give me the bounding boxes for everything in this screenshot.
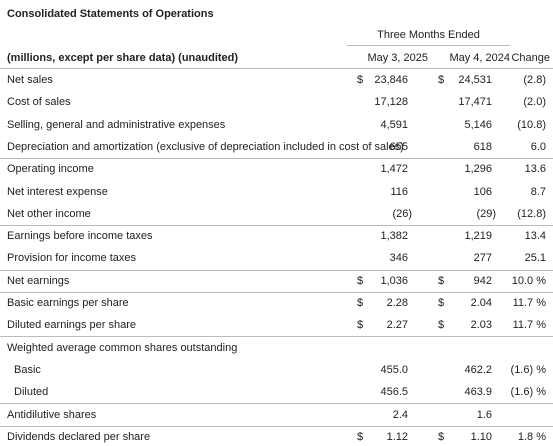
rule <box>0 270 553 271</box>
cell: 2.28 <box>386 297 408 309</box>
row-label: Cost of sales <box>7 96 71 109</box>
currency: $ <box>438 319 445 332</box>
cell: 2.03 <box>470 319 492 332</box>
cell: 4,591 <box>380 118 408 131</box>
cell: 1,219 <box>464 230 492 243</box>
cell: 655 <box>389 140 408 153</box>
row-label: Operating income <box>7 163 94 176</box>
cell: 2.04 <box>470 297 492 309</box>
header-label: (millions, except per share data) (unaud… <box>7 52 239 64</box>
col-header: May 4, 2024 <box>449 52 510 64</box>
row-label: Antidilutive shares <box>7 408 97 421</box>
rule <box>347 45 510 46</box>
col-header: Change <box>511 52 550 64</box>
rule <box>0 403 553 404</box>
cell: 1,296 <box>464 163 492 176</box>
row-label: Dividends declared per share <box>7 430 151 443</box>
cell: 1.6 <box>476 408 492 421</box>
row-label: Net earnings <box>7 274 70 287</box>
row-label: Diluted earnings per share <box>7 319 137 332</box>
cell: 11.7 % <box>512 319 546 332</box>
row-label: Basic earnings per share <box>7 297 129 309</box>
cell: 24,531 <box>458 74 492 86</box>
cell: 277 <box>473 252 492 265</box>
cell: 10.0 % <box>511 274 546 287</box>
rule <box>0 426 553 427</box>
cell: 2.4 <box>392 408 408 421</box>
cell: 1,036 <box>380 274 408 287</box>
cell: (26) <box>392 207 412 220</box>
cell: 455.0 <box>380 363 408 376</box>
cell: (1.6) % <box>510 363 546 376</box>
row-label: Diluted <box>14 386 49 399</box>
currency: $ <box>438 274 445 287</box>
cell: (1.6) % <box>510 386 546 399</box>
cell: 346 <box>389 252 408 265</box>
cell: 462.2 <box>464 363 492 376</box>
rule <box>0 292 553 293</box>
row-label: Depreciation and amortization (exclusive… <box>7 140 404 153</box>
cell: (10.8) <box>517 118 546 131</box>
cell: 11.7 % <box>512 297 546 309</box>
currency: $ <box>357 319 364 332</box>
cell: (2.0) <box>523 96 546 109</box>
cell: 1.8 % <box>517 430 546 443</box>
currency: $ <box>357 297 364 309</box>
cell: 1.12 <box>386 430 408 443</box>
currency: $ <box>357 74 364 86</box>
cell: 17,471 <box>458 96 492 109</box>
currency: $ <box>438 297 445 309</box>
currency: $ <box>438 74 445 86</box>
cell: 5,146 <box>464 118 492 131</box>
cell: 13.4 <box>524 230 546 243</box>
rule <box>0 336 553 337</box>
row-label: Weighted average common shares outstandi… <box>7 341 238 354</box>
row-label: Basic <box>14 363 41 376</box>
cell: 106 <box>473 185 492 198</box>
cell: 13.6 <box>524 163 546 176</box>
cell: 25.1 <box>524 252 546 265</box>
row-label: Net other income <box>7 207 91 220</box>
rule <box>0 158 553 159</box>
currency: $ <box>357 430 364 443</box>
cell: (2.8) <box>523 74 546 86</box>
title: Consolidated Statements of Operations <box>7 8 214 20</box>
cell: 6.0 <box>530 140 546 153</box>
cell: 116 <box>390 185 408 198</box>
currency: $ <box>438 430 445 443</box>
cell: 8.7 <box>530 185 546 198</box>
cell: 23,846 <box>374 74 408 86</box>
row-label: Selling, general and administrative expe… <box>7 118 226 131</box>
currency: $ <box>357 274 364 287</box>
cell: 618 <box>473 140 492 153</box>
cell: (29) <box>476 207 496 220</box>
cell: 17,128 <box>374 96 408 109</box>
cell: 463.9 <box>464 386 492 399</box>
cell: 456.5 <box>380 386 408 399</box>
row-label: Earnings before income taxes <box>7 230 153 243</box>
rule <box>0 68 553 69</box>
cell: (12.8) <box>517 207 546 220</box>
row-label: Net sales <box>7 74 53 86</box>
rule <box>0 225 553 226</box>
cell: 1,382 <box>380 230 408 243</box>
cell: 942 <box>473 274 492 287</box>
col-header: May 3, 2025 <box>367 52 428 64</box>
cell: 1,472 <box>380 163 408 176</box>
cell: 1.10 <box>470 430 492 443</box>
row-label: Provision for income taxes <box>7 252 136 265</box>
row-label: Net interest expense <box>7 185 108 198</box>
cell: 2.27 <box>386 319 408 332</box>
group-header: Three Months Ended <box>377 29 480 41</box>
